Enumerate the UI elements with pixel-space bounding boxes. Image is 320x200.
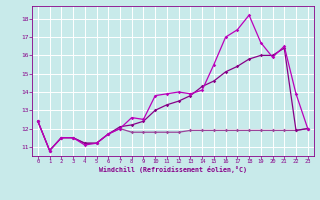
X-axis label: Windchill (Refroidissement éolien,°C): Windchill (Refroidissement éolien,°C) (99, 166, 247, 173)
